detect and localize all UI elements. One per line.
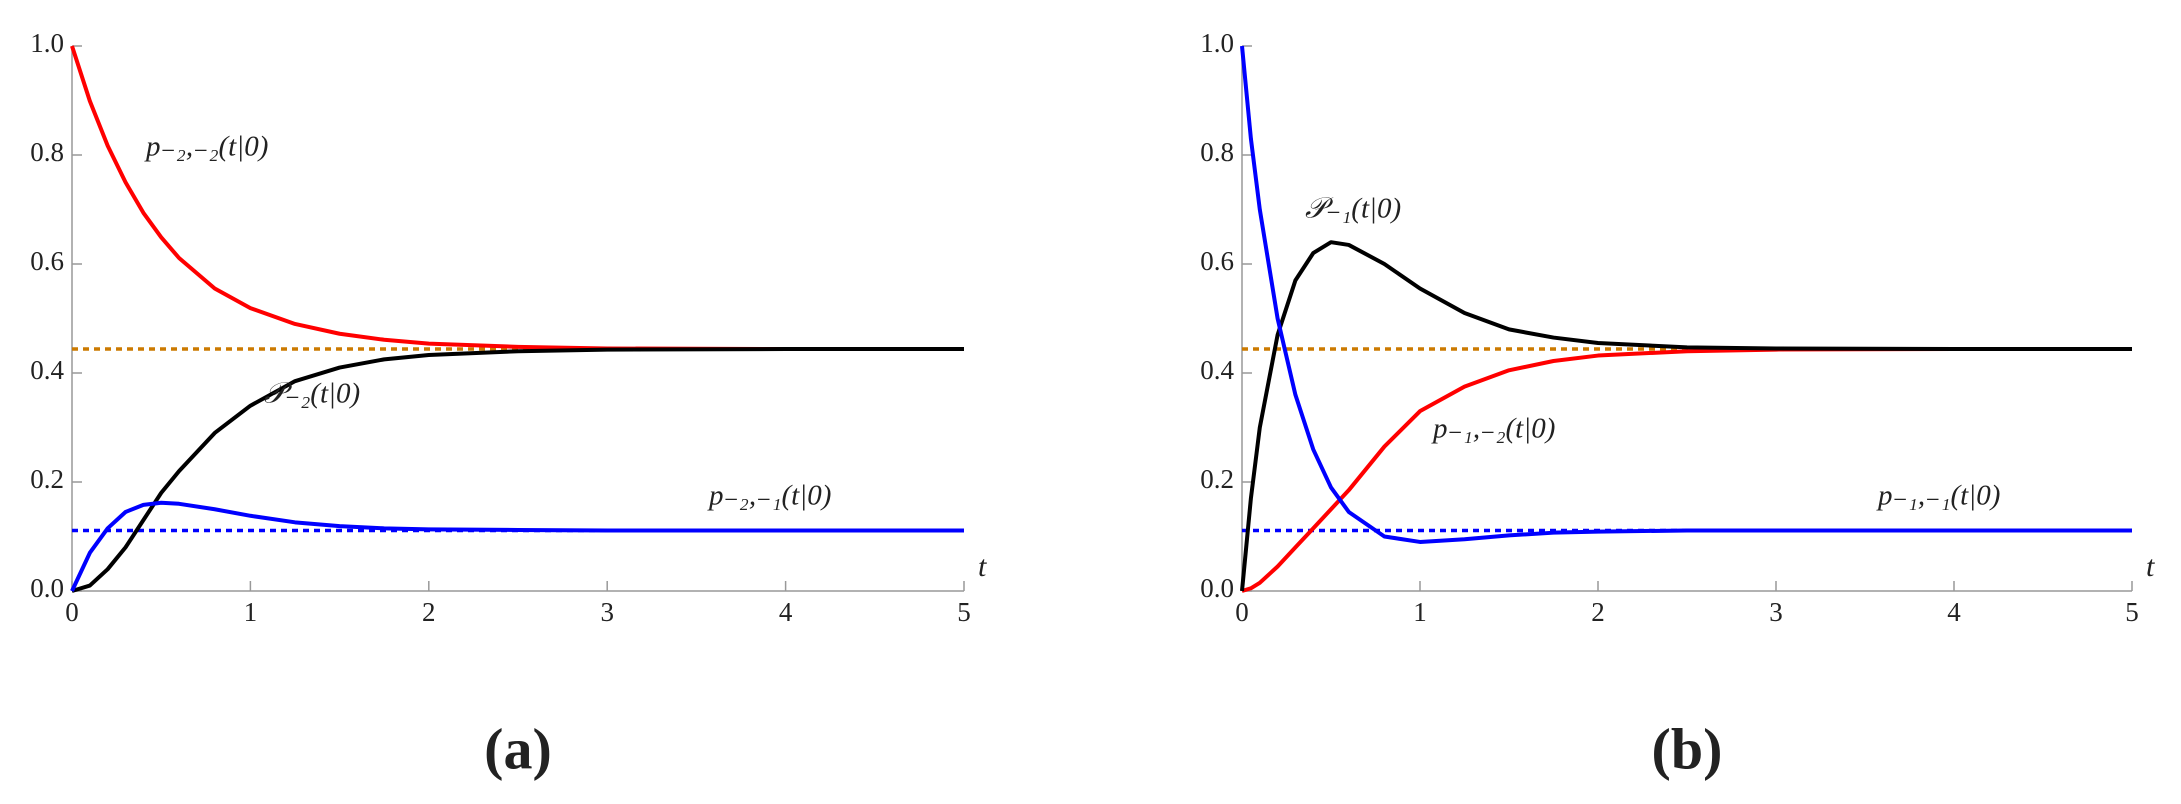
- line-label: p₋₁,₋₁(t|0): [1876, 480, 2000, 512]
- y-tick-label: 0.4: [30, 355, 64, 385]
- x-tick-label: 0: [1235, 597, 1249, 627]
- series-line: [71, 347, 964, 593]
- y-tick-label: 0.0: [1200, 573, 1234, 603]
- x-axis-label: t: [2146, 550, 2155, 583]
- y-tick-label: 0.8: [1200, 137, 1234, 167]
- series-line: [1240, 240, 2132, 592]
- x-tick-label: 2: [422, 597, 436, 627]
- series-line: [70, 500, 964, 592]
- x-tick-label: 2: [1591, 597, 1605, 627]
- x-axis-label: t: [978, 550, 987, 583]
- line-label: 𝒫₋₂(t|0): [264, 378, 360, 410]
- line-label: p₋₁,₋₂(t|0): [1431, 413, 1555, 445]
- line-label: p₋₂,₋₁(t|0): [707, 480, 831, 512]
- y-tick-label: 1.0: [1200, 28, 1234, 58]
- y-tick-label: 0.8: [30, 137, 64, 167]
- y-tick-label: 0.6: [30, 246, 64, 276]
- y-tick-label: 0.2: [30, 464, 64, 494]
- y-tick-label: 0.6: [1200, 246, 1234, 276]
- panel-label: (b): [1652, 716, 1723, 781]
- y-tick-label: 1.0: [30, 28, 64, 58]
- x-tick-label: 5: [957, 597, 971, 627]
- x-tick-label: 1: [1413, 597, 1427, 627]
- x-tick-label: 5: [2125, 597, 2139, 627]
- x-tick-label: 4: [779, 597, 793, 627]
- y-tick-label: 0.0: [30, 573, 64, 603]
- series-line: [1241, 347, 2132, 593]
- x-tick-label: 3: [1769, 597, 1783, 627]
- line-label: 𝒫₋₁(t|0): [1305, 193, 1401, 225]
- line-label: p₋₂,₋₂(t|0): [144, 131, 268, 163]
- series-line: [70, 45, 964, 352]
- y-tick-label: 0.4: [1200, 355, 1234, 385]
- series-line: [1240, 45, 2132, 544]
- x-tick-label: 0: [65, 597, 79, 627]
- panel-label: (a): [484, 716, 552, 781]
- x-tick-label: 1: [244, 597, 258, 627]
- x-tick-label: 3: [600, 597, 614, 627]
- y-tick-label: 0.2: [1200, 464, 1234, 494]
- x-tick-label: 4: [1947, 597, 1961, 627]
